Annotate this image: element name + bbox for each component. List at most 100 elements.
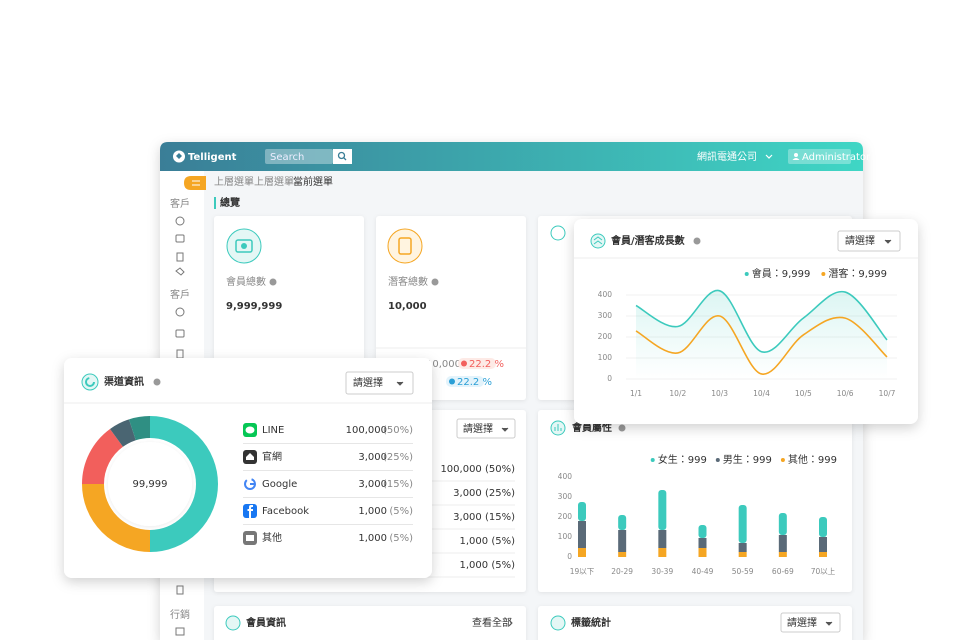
bar-segment [658, 530, 667, 548]
card-icon [550, 615, 566, 631]
select[interactable] [837, 230, 901, 252]
y-tick-label: 200 [598, 332, 613, 341]
breadcrumb-item[interactable]: 上層選單 [254, 175, 294, 188]
breadcrumb-current: 當前選單 [293, 175, 333, 188]
search-button[interactable] [333, 149, 352, 164]
bar-segment [778, 552, 787, 557]
channel-name: Facebook [262, 506, 309, 517]
info-icon[interactable] [269, 278, 277, 286]
legend-swatch [744, 272, 749, 276]
stat-card [214, 216, 364, 400]
select-text: 請選擇 [845, 234, 875, 247]
legend-swatch [780, 458, 785, 462]
x-tick-label: 60-69 [772, 567, 794, 576]
bar-segment [738, 543, 747, 552]
select-caret [396, 381, 404, 386]
bar-segment [578, 502, 586, 521]
title-accent [214, 197, 216, 209]
channel-value: 100,000 [346, 425, 387, 436]
company-chevron[interactable] [765, 154, 773, 159]
search-input[interactable] [265, 149, 333, 164]
donut-slice [82, 428, 124, 485]
donut-slice [82, 483, 151, 552]
channel-row: 3,000 (15%) [453, 512, 515, 523]
y-tick-label: 300 [558, 492, 573, 501]
select-text: 請選擇 [787, 616, 817, 629]
bar-segment [778, 535, 787, 552]
legend-swatch [715, 458, 720, 462]
select[interactable] [780, 612, 841, 633]
donut-slice [149, 416, 218, 552]
view-all-link[interactable]: 查看全部 [472, 616, 512, 629]
bar-segment [578, 521, 586, 548]
info-icon[interactable] [618, 424, 626, 432]
bar-segment [698, 538, 707, 548]
x-tick-label: 40-49 [692, 567, 714, 576]
bar-segment [618, 552, 627, 557]
tag-stats-card [538, 606, 852, 640]
legend-label: 會員：9,999 [752, 267, 811, 280]
y-tick-label: 200 [558, 512, 573, 521]
channel-name: 官網 [262, 450, 282, 463]
user-button[interactable] [788, 149, 851, 164]
channel-name: 其他 [262, 531, 282, 544]
donut-center-label: 99,999 [133, 479, 168, 490]
company-name[interactable]: 網訊電通公司 [697, 150, 757, 163]
bar-segment [658, 548, 667, 557]
channel-value: 1,000 [358, 533, 387, 544]
card-title: 會員/潛客成長數 [610, 234, 685, 247]
donut-center [108, 442, 192, 526]
info-icon[interactable] [153, 378, 161, 386]
breadcrumb-item[interactable]: 上層選單 [214, 175, 254, 188]
channel-icon [247, 505, 253, 518]
bar-segment [618, 515, 627, 530]
line-series [635, 315, 888, 375]
legend-label: 女生：999 [658, 453, 707, 466]
x-tick-label: 1/1 [630, 389, 642, 398]
sidebar-section: 客戶 [170, 288, 190, 301]
sidebar-toggle[interactable] [184, 176, 206, 190]
channel-row: 1,000 (5%) [460, 560, 516, 571]
search-placeholder: Search [270, 152, 304, 163]
brand: Telligent [188, 152, 237, 163]
stat-label: 潛客總數 [388, 275, 428, 288]
card-title: 會員屬性 [571, 421, 612, 434]
stat-label: 會員總數 [226, 275, 266, 288]
card-icon [81, 373, 99, 391]
select-text: 請選擇 [353, 376, 383, 389]
channel-row: 100,000 (50%) [440, 464, 515, 475]
channel-row: 3,000 (25%) [453, 488, 515, 499]
bar-segment [698, 548, 707, 557]
card-icon [590, 233, 606, 249]
select[interactable] [456, 418, 516, 439]
x-tick-label: 10/6 [837, 389, 854, 398]
bar-segment [819, 537, 827, 552]
y-tick-label: 0 [607, 374, 612, 383]
sidebar-section: 客戶 [170, 197, 190, 210]
select[interactable] [345, 371, 414, 395]
bar-segment [578, 548, 586, 557]
donut-slice [110, 419, 137, 448]
x-tick-label: 70以上 [811, 567, 836, 576]
channel-percent: (5%) [389, 533, 413, 544]
x-tick-label: 19以下 [570, 567, 595, 576]
x-tick-label: 10/5 [795, 389, 812, 398]
badge [446, 376, 484, 387]
card-icon [550, 420, 566, 436]
stat-card [376, 216, 526, 400]
bar-segment [658, 490, 667, 530]
info-icon[interactable] [431, 278, 439, 286]
select-caret [825, 621, 833, 626]
bar-segment [618, 530, 627, 552]
stat-value: 10,000 [388, 301, 427, 312]
attribute-card [538, 410, 852, 592]
channel-icon [245, 426, 255, 434]
donut-slice [128, 416, 151, 441]
info-icon[interactable] [693, 237, 701, 245]
y-tick-label: 400 [558, 472, 573, 481]
x-tick-label: 10/3 [711, 389, 728, 398]
channel-icon [246, 453, 254, 460]
bar-segment [738, 552, 747, 557]
breadcrumb-separator [246, 178, 250, 186]
line-series [635, 289, 888, 353]
